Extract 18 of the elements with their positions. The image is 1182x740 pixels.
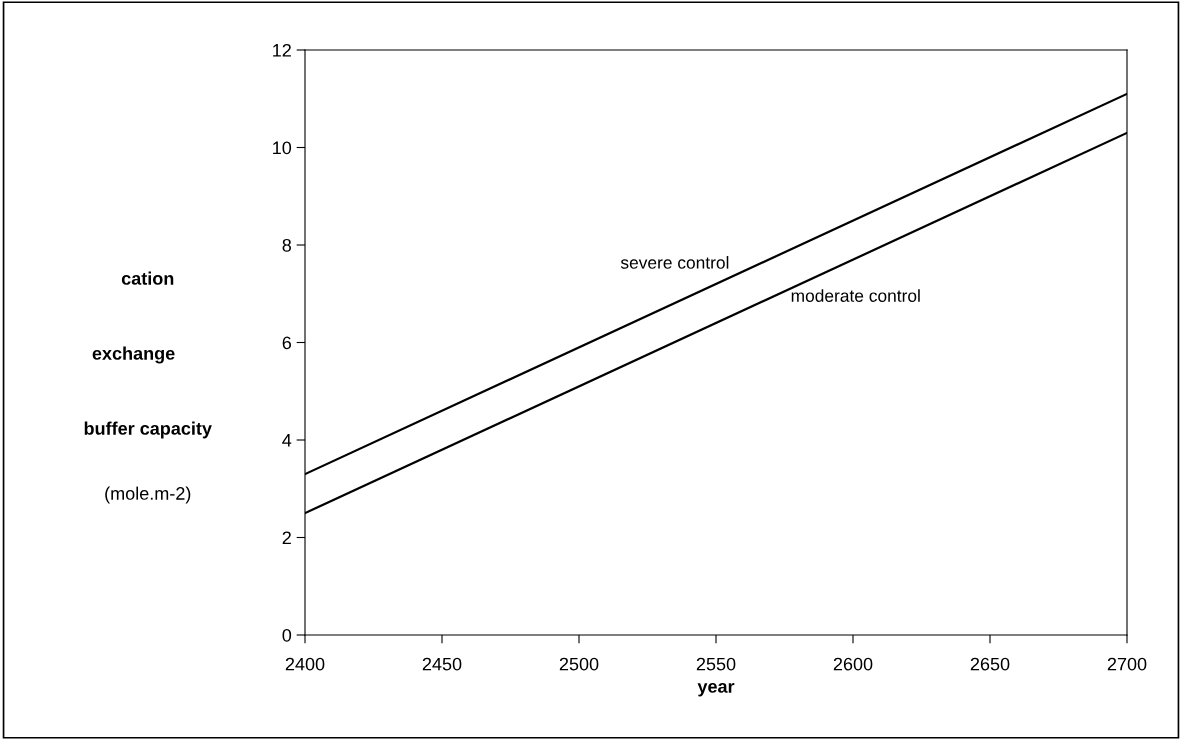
y-tick-label: 2	[282, 531, 291, 545]
y-tick-label: 8	[282, 238, 292, 252]
x-tick-label: 2700	[1107, 657, 1147, 671]
y-tick-label: 12	[273, 43, 291, 57]
x-tick-label: 2550	[696, 657, 736, 671]
y-tick-label: 4	[282, 434, 292, 447]
text: cation exchange buffer capacity (mole.m-2)	[84, 271, 212, 504]
y-tick-label: 10	[273, 141, 292, 155]
y-tick-label: 0	[282, 628, 292, 642]
y-tick-label: 6	[282, 336, 292, 350]
x-tick-label: 2450	[422, 657, 462, 671]
x-axis-title: year	[697, 682, 735, 697]
x-tick-label: 2500	[559, 657, 599, 671]
series-label: severe control	[620, 256, 729, 269]
series-label: moderate control	[791, 289, 920, 302]
x-tick-label: 2650	[970, 657, 1010, 671]
x-tick-label: 2600	[833, 657, 873, 671]
x-tick-label: 2400	[285, 657, 325, 671]
